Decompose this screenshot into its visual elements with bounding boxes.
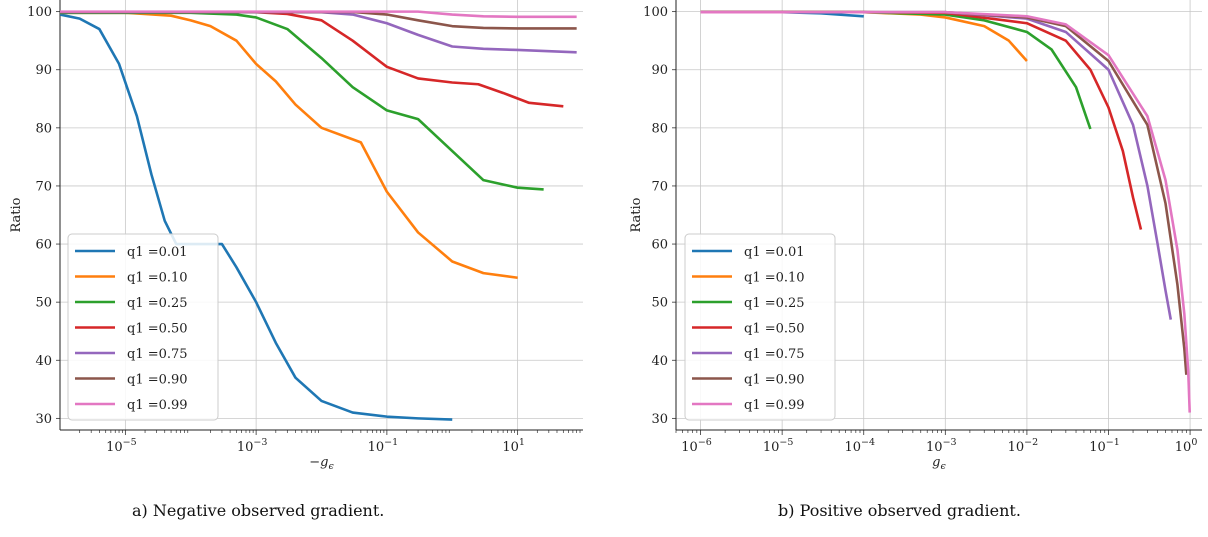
x-tick-base: 10 <box>1089 440 1106 455</box>
x-tick-label: 10−2 <box>1008 437 1039 455</box>
x-tick-exponent: 1 <box>519 437 525 448</box>
y-tick-label: 60 <box>35 238 52 253</box>
x-tick-label: 10−1 <box>1089 437 1120 455</box>
legend-box <box>67 233 219 421</box>
x-tick-label: 10−6 <box>681 437 712 455</box>
y-axis-label: Ratio <box>629 197 644 232</box>
legend-label: q1 =0.50 <box>744 322 805 337</box>
legend-label: q1 =0.50 <box>127 322 188 337</box>
series-group <box>700 10 1192 413</box>
x-tick-label: 100 <box>1175 437 1198 455</box>
y-tick-label: 70 <box>35 179 52 194</box>
series-line-2 <box>700 10 1092 130</box>
legend: q1 =0.01 q1 =0.10 q1 =0.25 q1 =0.50 q1 =0.75… <box>684 233 836 421</box>
series-group <box>60 10 577 421</box>
series-line-1 <box>60 11 518 280</box>
x-tick-exponent: −3 <box>253 437 267 448</box>
y-tick-label: 40 <box>651 354 668 369</box>
x-tick-base: 10 <box>681 440 698 455</box>
legend-label: q1 =0.99 <box>744 398 805 413</box>
legend-label: q1 =0.90 <box>744 373 805 388</box>
x-tick-label: 10−3 <box>926 437 957 455</box>
x-tick-label: 10−3 <box>237 437 268 455</box>
x-tick-label: 101 <box>502 437 525 455</box>
x-tick-label: 10−5 <box>106 437 137 455</box>
legend-label: q1 =0.25 <box>127 296 188 311</box>
legend-label: q1 =0.90 <box>127 373 188 388</box>
x-tick-exponent: −4 <box>861 437 875 448</box>
series-line-0 <box>60 13 453 421</box>
x-tick-exponent: −6 <box>698 437 712 448</box>
y-tick-label: 50 <box>651 296 668 311</box>
x-tick-label: 10−4 <box>844 437 875 455</box>
legend-label: q1 =0.01 <box>744 245 805 260</box>
x-tick-base: 10 <box>844 440 861 455</box>
x-tick-exponent: −1 <box>384 437 398 448</box>
x-tick-exponent: 0 <box>1191 437 1197 448</box>
x-tick-base: 10 <box>106 440 123 455</box>
series-line-2 <box>60 11 544 191</box>
y-tick-label: 90 <box>35 63 52 78</box>
x-tick-base: 10 <box>237 440 254 455</box>
legend-label: q1 =0.01 <box>127 245 188 260</box>
x-tick-exponent: −3 <box>943 437 957 448</box>
series-line-6 <box>60 10 577 19</box>
y-axis-label: Ratio <box>9 197 24 232</box>
legend-label: q1 =0.99 <box>127 398 188 413</box>
x-tick-base: 10 <box>502 440 519 455</box>
x-axis-label-main: g <box>932 455 940 470</box>
legend-box <box>684 233 836 421</box>
x-tick-exponent: −2 <box>1024 437 1038 448</box>
legend-label: q1 =0.25 <box>744 296 805 311</box>
x-tick-label: 10−5 <box>763 437 794 455</box>
legend-label: q1 =0.75 <box>127 347 188 362</box>
x-tick-base: 10 <box>926 440 943 455</box>
x-tick-exponent: −5 <box>779 437 793 448</box>
legend-label: q1 =0.10 <box>127 271 188 286</box>
series-line-3 <box>60 10 564 108</box>
y-tick-label: 30 <box>651 412 668 427</box>
y-tick-label: 80 <box>651 121 668 136</box>
x-tick-base: 10 <box>763 440 780 455</box>
series-line-3 <box>700 10 1143 230</box>
y-tick-label: 100 <box>643 5 668 20</box>
x-axis-label-main: −g <box>309 455 328 470</box>
y-tick-label: 60 <box>651 238 668 253</box>
y-tick-label: 70 <box>651 179 668 194</box>
y-tick-label: 30 <box>35 412 52 427</box>
series-line-6 <box>700 10 1192 413</box>
y-tick-label: 80 <box>35 121 52 136</box>
x-tick-base: 10 <box>1008 440 1025 455</box>
legend: q1 =0.01 q1 =0.10 q1 =0.25 q1 =0.50 q1 =0.75… <box>67 233 219 421</box>
legend-label: q1 =0.10 <box>744 271 805 286</box>
x-axis-label-subscript: ϵ <box>941 461 947 472</box>
x-axis-label-subscript: ϵ <box>328 461 334 472</box>
x-tick-exponent: −5 <box>123 437 137 448</box>
caption-b: b) Positive observed gradient. <box>778 501 1021 520</box>
y-tick-label: 40 <box>35 354 52 369</box>
x-tick-exponent: −1 <box>1106 437 1120 448</box>
y-tick-label: 100 <box>27 5 52 20</box>
caption-a: a) Negative observed gradient. <box>132 501 385 520</box>
x-axis-label: −gϵ <box>309 455 334 472</box>
y-tick-label: 50 <box>35 296 52 311</box>
x-tick-label: 10−1 <box>368 437 399 455</box>
x-axis-label: gϵ <box>932 455 946 472</box>
x-tick-base: 10 <box>1175 440 1192 455</box>
y-tick-label: 90 <box>651 63 668 78</box>
series-line-4 <box>60 10 577 54</box>
legend-label: q1 =0.75 <box>744 347 805 362</box>
x-tick-base: 10 <box>368 440 385 455</box>
